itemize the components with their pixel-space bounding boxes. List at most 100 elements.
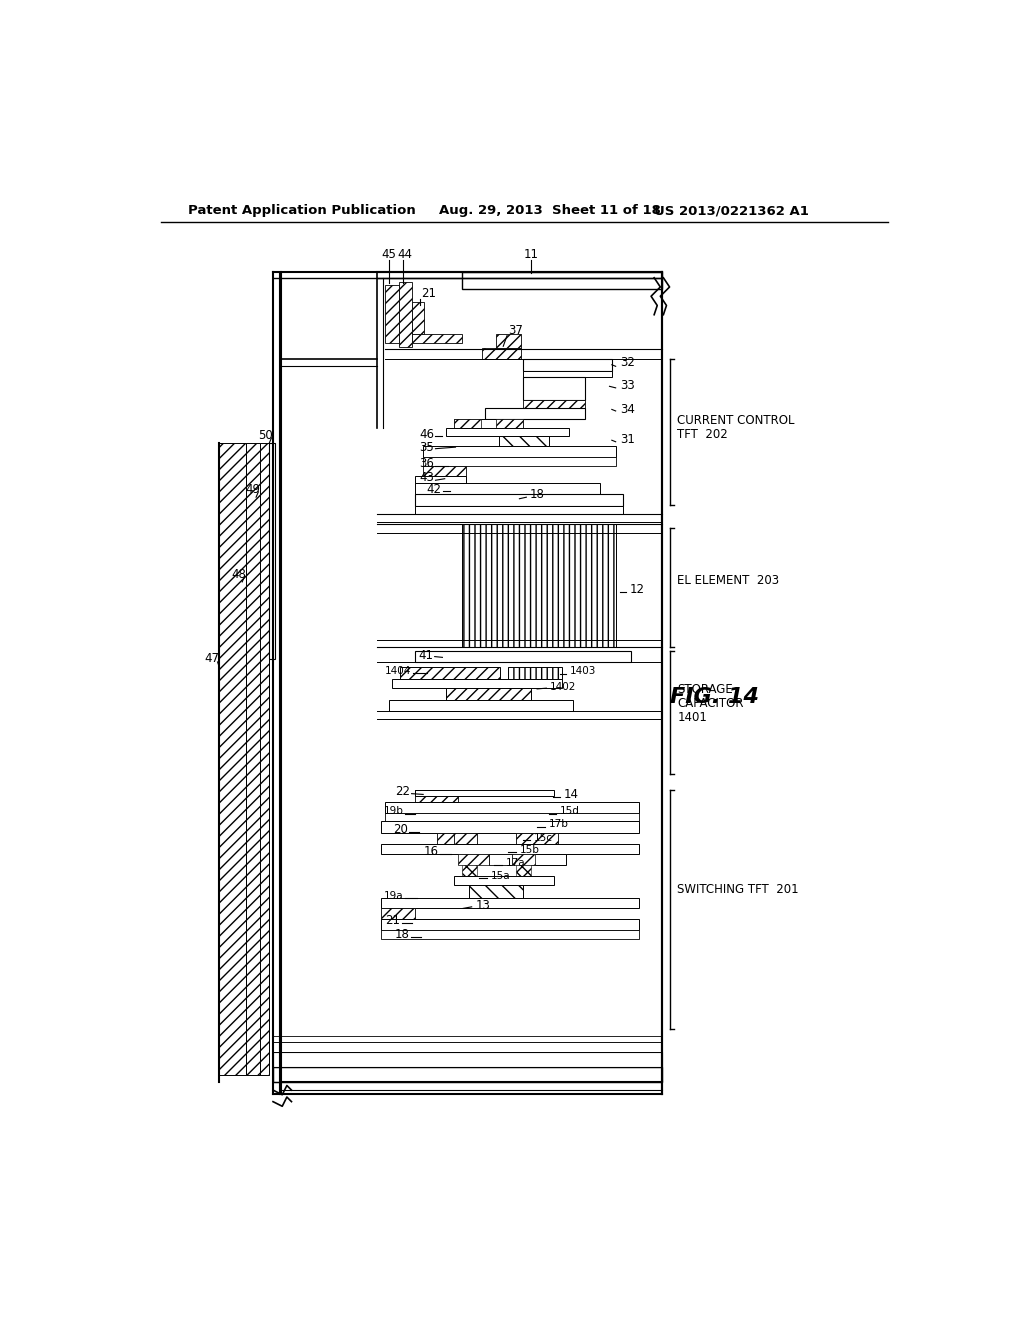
Bar [269, 444, 275, 659]
Text: CURRENT CONTROL: CURRENT CONTROL [677, 413, 795, 426]
Text: 19a: 19a [384, 891, 403, 902]
Bar [515, 866, 531, 876]
Text: 49: 49 [245, 483, 260, 496]
Bar [416, 483, 600, 494]
Bar [469, 886, 523, 898]
Bar [482, 348, 521, 359]
Bar [488, 854, 512, 866]
Bar [523, 378, 585, 400]
Bar [385, 803, 639, 813]
Text: 17a: 17a [506, 858, 525, 869]
Bar [531, 854, 565, 866]
Text: 41: 41 [418, 648, 433, 661]
Bar [523, 359, 611, 371]
Text: FIG. 14: FIG. 14 [670, 688, 759, 708]
Bar [416, 507, 624, 515]
Text: TFT  202: TFT 202 [677, 428, 728, 441]
Text: 1402: 1402 [550, 681, 577, 692]
Bar [523, 371, 611, 378]
Bar [416, 494, 624, 507]
Bar [416, 651, 631, 663]
Bar [273, 1043, 662, 1052]
Text: Patent Application Publication: Patent Application Publication [188, 205, 416, 218]
Bar [423, 446, 615, 457]
Bar [515, 833, 558, 843]
Bar [398, 281, 413, 347]
Text: 43: 43 [419, 471, 434, 484]
Bar [454, 418, 481, 428]
Bar [381, 919, 639, 929]
Text: CAPACITOR: CAPACITOR [677, 697, 743, 710]
Text: 42: 42 [427, 483, 441, 496]
Bar [416, 789, 554, 796]
Bar [512, 854, 535, 866]
Text: 22: 22 [395, 785, 410, 797]
Text: 31: 31 [621, 433, 635, 446]
Bar [446, 688, 531, 701]
Text: STORAGE: STORAGE [677, 684, 733, 696]
Bar [458, 854, 488, 866]
Text: 15c: 15c [535, 833, 553, 842]
Text: 16: 16 [424, 845, 438, 858]
Text: 37: 37 [508, 325, 522, 338]
Bar [400, 667, 500, 678]
Text: 1401: 1401 [677, 711, 708, 723]
Bar [381, 821, 639, 833]
Bar [423, 466, 466, 475]
Text: 18: 18 [529, 487, 545, 500]
Bar [454, 833, 477, 843]
Bar [462, 524, 615, 647]
Bar [413, 302, 424, 334]
Bar [219, 444, 246, 1074]
Text: 11: 11 [523, 248, 539, 261]
Bar [454, 876, 554, 886]
Text: 14: 14 [564, 788, 579, 801]
Bar [497, 334, 521, 348]
Text: 48: 48 [231, 568, 246, 581]
Text: 15b: 15b [519, 845, 540, 855]
Bar [381, 843, 639, 854]
Text: US 2013/0221362 A1: US 2013/0221362 A1 [654, 205, 809, 218]
Bar [454, 418, 523, 428]
Bar [423, 457, 615, 466]
Bar [508, 667, 562, 678]
Text: 46: 46 [419, 428, 434, 441]
Bar [437, 833, 464, 843]
Text: 19b: 19b [384, 807, 403, 816]
Text: 32: 32 [621, 356, 635, 370]
Text: 34: 34 [621, 403, 635, 416]
Bar [381, 898, 639, 908]
Text: 50: 50 [258, 429, 273, 442]
Text: 13: 13 [475, 899, 490, 912]
Text: 15a: 15a [490, 871, 511, 880]
Bar [381, 929, 639, 940]
Bar [462, 272, 662, 289]
Bar [416, 789, 458, 803]
Text: 1403: 1403 [569, 667, 596, 676]
Bar [416, 475, 466, 483]
Bar [392, 678, 562, 688]
Text: EL ELEMENT  203: EL ELEMENT 203 [677, 574, 779, 587]
Bar [446, 428, 569, 436]
Text: 15d: 15d [560, 807, 580, 816]
Bar [523, 400, 585, 408]
Bar [273, 1067, 662, 1082]
Text: 36: 36 [419, 457, 434, 470]
Text: 21: 21 [422, 288, 436, 301]
Text: 1404: 1404 [385, 667, 412, 676]
Text: 35: 35 [419, 441, 434, 454]
Bar [273, 1052, 662, 1067]
Bar [260, 444, 269, 1074]
Bar [462, 866, 477, 876]
Text: Aug. 29, 2013  Sheet 11 of 18: Aug. 29, 2013 Sheet 11 of 18 [438, 205, 660, 218]
Text: 45: 45 [382, 248, 396, 261]
Bar [497, 418, 523, 428]
Bar [499, 436, 549, 446]
Text: 47: 47 [204, 652, 219, 665]
Text: 12: 12 [630, 583, 644, 597]
Text: 44: 44 [397, 248, 413, 261]
Text: 33: 33 [621, 379, 635, 392]
Bar [273, 1036, 662, 1043]
Bar [484, 408, 585, 418]
Bar [246, 444, 260, 1074]
